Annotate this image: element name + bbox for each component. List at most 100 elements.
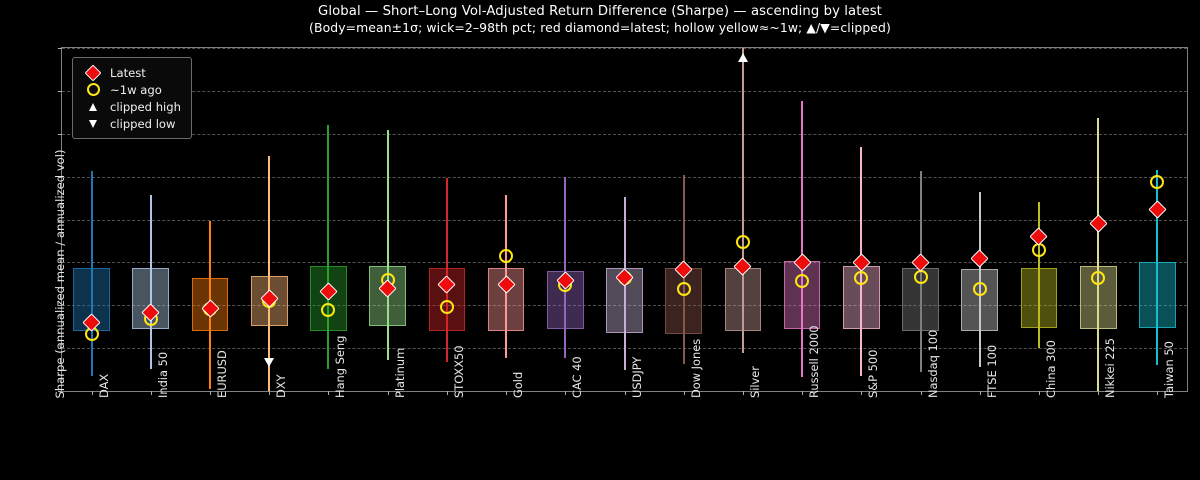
week-ago-marker xyxy=(972,281,987,296)
candle-body xyxy=(606,267,643,333)
candle-body xyxy=(961,269,999,331)
legend-item-clipped-high: clipped high xyxy=(80,98,181,115)
x-tick-label: India 50 xyxy=(155,351,170,398)
x-tick-label: FTSE 100 xyxy=(984,344,999,398)
triangle-up-white-icon xyxy=(80,102,106,111)
candle-wick xyxy=(564,176,567,359)
x-tick-mark xyxy=(1038,391,1040,395)
x-tick-label: DAX xyxy=(96,373,111,398)
diamond-red-icon xyxy=(80,64,106,81)
candle-wick xyxy=(801,101,804,378)
x-tick-mark xyxy=(210,391,212,395)
x-tick-label: Dow Jones xyxy=(688,338,703,398)
x-tick-label: S&P 500 xyxy=(866,349,881,398)
x-tick-mark xyxy=(802,391,804,395)
week-ago-marker xyxy=(499,249,514,264)
y-tick-mark xyxy=(58,133,62,135)
candle-wick xyxy=(268,156,271,391)
y-tick-mark xyxy=(58,262,62,264)
legend-item-week-ago: ~1w ago xyxy=(80,81,181,98)
candle-body xyxy=(1020,267,1058,328)
latest-marker xyxy=(970,248,989,268)
x-tick-label: Hang Seng xyxy=(333,335,348,398)
legend-label: clipped high xyxy=(110,99,181,114)
gridline xyxy=(62,90,1187,92)
chart-title: Global — Short–Long Vol-Adjusted Return … xyxy=(318,4,882,19)
x-tick-label: EURUSD xyxy=(215,350,230,398)
x-tick-mark xyxy=(861,391,863,395)
plot-area: Sharpe (annualized mean / annualized vol… xyxy=(53,47,1188,399)
plot-canvas xyxy=(62,48,1187,391)
y-tick-mark xyxy=(58,348,62,350)
x-tick-mark xyxy=(624,391,626,395)
legend-item-latest: Latest xyxy=(80,64,181,81)
x-tick-mark xyxy=(742,391,744,395)
latest-marker xyxy=(1029,227,1049,246)
x-tick-mark xyxy=(920,391,922,395)
y-tick-mark xyxy=(58,219,62,221)
x-tick-mark xyxy=(446,391,448,395)
latest-marker xyxy=(1088,214,1108,233)
y-tick-mark xyxy=(58,305,62,307)
x-tick-label: Silver xyxy=(747,366,762,398)
week-ago-marker xyxy=(913,269,928,284)
week-ago-marker xyxy=(795,274,810,289)
week-ago-marker xyxy=(1031,243,1046,258)
candle-body xyxy=(665,267,703,335)
legend-item-clipped-low: clipped low xyxy=(80,115,181,132)
x-tick-label: China 300 xyxy=(1043,340,1058,398)
week-ago-marker xyxy=(1150,174,1165,189)
legend-label: Latest xyxy=(110,65,146,80)
gridline xyxy=(62,133,1187,135)
candle-wick xyxy=(149,195,152,369)
candle-wick xyxy=(1037,202,1040,349)
x-tick-label: Nasdaq 100 xyxy=(925,329,940,398)
legend-label: ~1w ago xyxy=(110,82,162,97)
x-tick-label: STOXX50 xyxy=(451,345,466,398)
week-ago-marker xyxy=(439,299,454,314)
chart-title-block: Global — Short–Long Vol-Adjusted Return … xyxy=(0,4,1200,36)
x-tick-mark xyxy=(91,391,93,395)
candle-wick xyxy=(386,130,389,361)
x-tick-mark xyxy=(150,391,152,395)
candle-wick xyxy=(741,48,744,354)
candle-body xyxy=(1139,262,1176,328)
x-tick-label: USDJPY xyxy=(629,356,644,398)
x-tick-label: Russell 2000 xyxy=(807,325,822,398)
chart-subtitle: (Body=mean±1σ; wick=2–98th pct; red diam… xyxy=(309,20,891,35)
x-tick-mark xyxy=(328,391,330,395)
week-ago-marker xyxy=(676,281,691,296)
week-ago-marker xyxy=(854,270,869,285)
triangle-down-white-icon xyxy=(80,119,106,128)
x-tick-label: Taiwan 50 xyxy=(1162,341,1177,398)
gridline xyxy=(62,176,1187,178)
candle-wick xyxy=(1156,169,1159,366)
week-ago-marker xyxy=(321,303,336,318)
week-ago-marker xyxy=(1091,270,1106,285)
x-tick-label: DXY xyxy=(274,374,289,398)
y-tick-mark xyxy=(58,391,62,392)
y-tick-mark xyxy=(58,90,62,92)
triangle-up-white-icon xyxy=(737,52,748,62)
candle-wick xyxy=(445,178,448,362)
y-tick-mark xyxy=(58,176,62,178)
week-ago-marker xyxy=(735,234,750,249)
gridline xyxy=(62,48,1187,49)
candle-body xyxy=(724,267,762,331)
chart-legend: Latest ~1w ago clipped high clipped low xyxy=(72,57,192,139)
x-tick-mark xyxy=(979,391,981,395)
x-tick-mark xyxy=(506,391,508,395)
triangle-down-white-icon xyxy=(264,357,275,367)
x-tick-mark xyxy=(1157,391,1159,395)
latest-marker xyxy=(1148,200,1167,219)
x-tick-label: CAC 40 xyxy=(570,356,585,398)
candle-body xyxy=(783,260,821,330)
y-tick-mark xyxy=(58,48,62,49)
candle-wick xyxy=(90,171,93,376)
x-tick-mark xyxy=(1098,391,1100,395)
x-tick-label: Gold xyxy=(511,371,526,398)
circle-yellow-hollow-icon xyxy=(80,83,106,96)
x-tick-mark xyxy=(269,391,271,395)
candle-wick xyxy=(978,192,981,367)
